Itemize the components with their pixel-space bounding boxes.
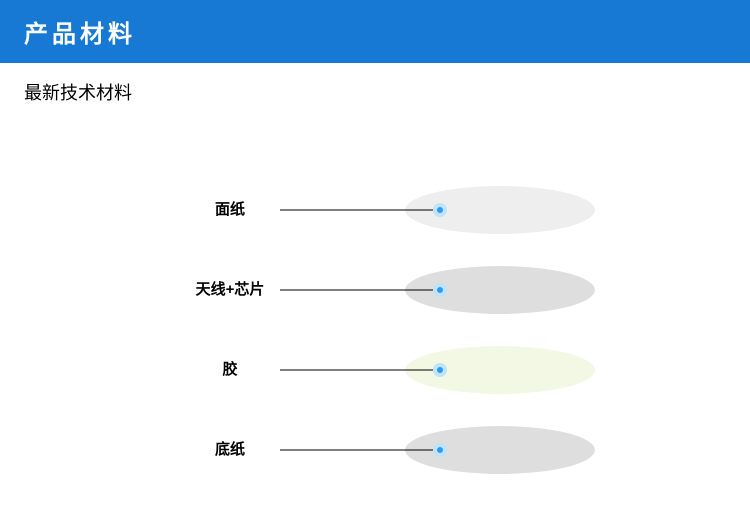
header-bar: 产品材料 (0, 0, 750, 63)
layer-row-1: 天线+芯片 (196, 266, 595, 314)
layer-row-2: 胶 (222, 346, 595, 394)
connector-dot-icon (435, 365, 445, 375)
layer-ellipse (405, 346, 595, 394)
subtitle-text: 最新技术材料 (24, 83, 132, 103)
layer-label: 底纸 (215, 440, 245, 458)
layer-ellipse (405, 266, 595, 314)
connector-dot-icon (435, 205, 445, 215)
connector-dot-icon (435, 445, 445, 455)
layer-row-3: 底纸 (215, 426, 595, 474)
connector-dot-icon (435, 285, 445, 295)
layer-label: 面纸 (215, 200, 245, 218)
layer-label: 胶 (222, 360, 237, 378)
subtitle: 最新技术材料 (0, 63, 750, 105)
layer-ellipse (405, 186, 595, 234)
layer-row-0: 面纸 (215, 186, 595, 234)
layer-ellipse (405, 426, 595, 474)
header-title: 产品材料 (24, 21, 136, 48)
layer-label: 天线+芯片 (196, 280, 265, 298)
